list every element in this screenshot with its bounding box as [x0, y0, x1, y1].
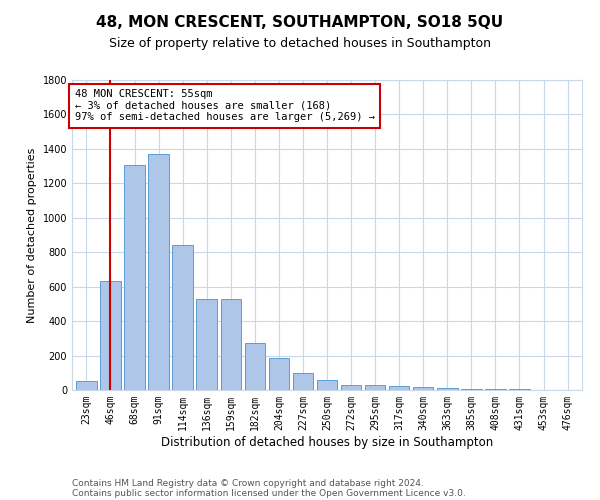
Text: 48, MON CRESCENT, SOUTHAMPTON, SO18 5QU: 48, MON CRESCENT, SOUTHAMPTON, SO18 5QU — [97, 15, 503, 30]
Bar — [124, 165, 145, 390]
Bar — [172, 246, 193, 390]
Bar — [437, 388, 458, 390]
Text: Contains HM Land Registry data © Crown copyright and database right 2024.: Contains HM Land Registry data © Crown c… — [72, 478, 424, 488]
Bar — [413, 388, 433, 390]
Bar — [389, 386, 409, 390]
Bar — [341, 385, 361, 390]
Bar — [485, 389, 506, 390]
Bar — [317, 380, 337, 390]
Text: 48 MON CRESCENT: 55sqm
← 3% of detached houses are smaller (168)
97% of semi-det: 48 MON CRESCENT: 55sqm ← 3% of detached … — [74, 90, 374, 122]
Bar — [461, 388, 482, 390]
Bar — [245, 342, 265, 390]
Bar — [196, 298, 217, 390]
Bar — [76, 382, 97, 390]
Y-axis label: Number of detached properties: Number of detached properties — [27, 148, 37, 322]
Bar — [148, 154, 169, 390]
Text: Contains public sector information licensed under the Open Government Licence v3: Contains public sector information licen… — [72, 488, 466, 498]
Bar — [100, 280, 121, 390]
Text: Size of property relative to detached houses in Southampton: Size of property relative to detached ho… — [109, 38, 491, 51]
Bar — [221, 298, 241, 390]
Bar — [365, 385, 385, 390]
Bar — [269, 358, 289, 390]
X-axis label: Distribution of detached houses by size in Southampton: Distribution of detached houses by size … — [161, 436, 493, 448]
Bar — [293, 373, 313, 390]
